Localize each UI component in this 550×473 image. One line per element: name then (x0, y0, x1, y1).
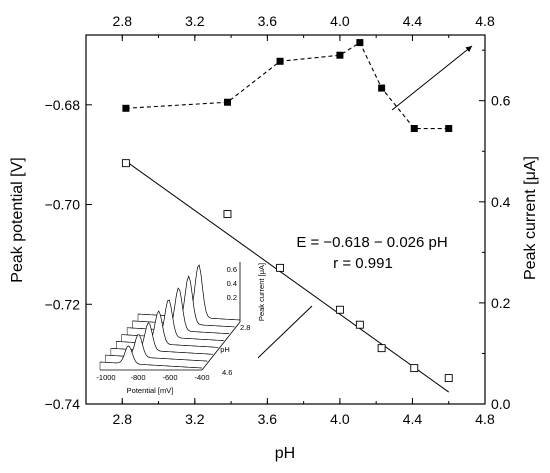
inset-waterfall-plot: -1000 -800 -600 -400 0.6 0.4 0.2 2.8 4.6 Potenti… (96, 256, 266, 395)
inset-trace (132, 275, 235, 328)
inset-x-tick-label: -1000 (96, 373, 115, 382)
right-axis-title: Peak current [μA] (522, 156, 539, 280)
peak-current-point (445, 125, 453, 133)
inset-depth-tick-label: 2.8 (240, 323, 250, 332)
inset-depth-axis-title: pH (220, 345, 230, 354)
inset-trace-fill (138, 265, 240, 322)
x-tick-label-bottom: 3.2 (185, 411, 205, 427)
inset-trace-fill (127, 288, 230, 336)
inset-depth-tick-label: 4.6 (222, 368, 232, 377)
y-right-tick-label: 0.0 (491, 396, 511, 412)
inset-trace (127, 287, 230, 335)
x-tick-label-top: 4.4 (403, 13, 423, 29)
peak-current-line (125, 41, 449, 130)
inset-traces (99, 264, 241, 370)
linear-fit-line (125, 160, 450, 393)
inset-x-axis-title: Potential [mV] (127, 386, 174, 395)
x-tick-label-bottom: 4.0 (330, 411, 350, 427)
x-tick-label-top: 3.2 (185, 13, 205, 29)
inset-trace (116, 310, 219, 348)
inset-x-tick-label: -800 (130, 373, 145, 382)
data-series (121, 39, 453, 383)
inset-tick-labels: -1000 -800 -600 -400 0.6 0.4 0.2 2.8 4.6 (96, 265, 250, 382)
peak-current-point (410, 125, 418, 133)
peak-current-point (276, 57, 284, 65)
x-tick-label-bottom: 3.6 (258, 411, 278, 427)
peak-current-point (223, 98, 231, 106)
inset-trace (105, 334, 208, 362)
x-tick-label-bottom: 4.8 (475, 411, 495, 427)
fit-line-group (125, 160, 450, 393)
equation-annotation: E = −0.618 − 0.026 pH (296, 234, 447, 251)
peak-current-point (122, 104, 130, 112)
x-tick-label-top: 3.6 (258, 13, 278, 29)
peak-potential-point (410, 364, 419, 373)
peak-current-point (356, 39, 364, 47)
peak-potential-point (276, 263, 285, 272)
y-left-tick-label: −0.72 (45, 296, 81, 312)
inset-z-tick-label: 0.2 (227, 293, 237, 302)
y-left-tick-label: −0.74 (45, 396, 81, 412)
peak-potential-point (121, 159, 130, 168)
r-value-annotation: r = 0.991 (333, 255, 393, 272)
inset-trace-fill (110, 322, 213, 357)
inset-trace-fill (121, 300, 224, 343)
inset-trace-fill (116, 311, 219, 350)
peak-potential-point (335, 305, 344, 314)
peak-potential-point (355, 320, 364, 329)
peak-current-point (378, 84, 386, 92)
x-tick-label-top: 4.0 (330, 13, 350, 29)
y-right-tick-label: 0.6 (491, 93, 511, 109)
inset-x-tick-label: -600 (162, 373, 177, 382)
inset-x-tick-label: -400 (194, 373, 209, 382)
axis-ticks (85, 35, 486, 405)
y-right-tick-label: 0.4 (491, 194, 511, 210)
y-right-tick-label: 0.2 (491, 295, 511, 311)
right-axis-arrow (391, 45, 473, 111)
x-tick-label-bottom: 2.8 (113, 411, 133, 427)
plot-frame (85, 34, 486, 405)
peak-current-point (336, 51, 344, 59)
inset-trace (99, 345, 203, 369)
inset-z-tick-label: 0.4 (227, 279, 237, 288)
x-tick-label-top: 2.8 (113, 13, 133, 29)
peak-potential-point (377, 344, 386, 353)
inset-z-tick-label: 0.6 (227, 265, 237, 274)
y-left-tick-label: −0.68 (45, 97, 81, 113)
peak-potential-point (223, 210, 232, 218)
x-axis-title: pH (275, 445, 295, 462)
inset-depth-axis (201, 321, 241, 371)
x-tick-label-bottom: 4.4 (403, 411, 423, 427)
axis-tick-labels: 2.8 3.2 3.6 4.0 4.4 4.8 2.8 3.2 3.6 4.0 4.4 4.8 −0.6… (45, 13, 511, 427)
x-tick-label-top: 4.8 (475, 13, 495, 29)
peak-potential-point (444, 374, 453, 383)
inset-z-axis-title: Peak current [μA] (257, 263, 266, 321)
left-axis-title: Peak potential [V] (9, 157, 26, 282)
y-left-tick-label: −0.70 (45, 197, 81, 213)
